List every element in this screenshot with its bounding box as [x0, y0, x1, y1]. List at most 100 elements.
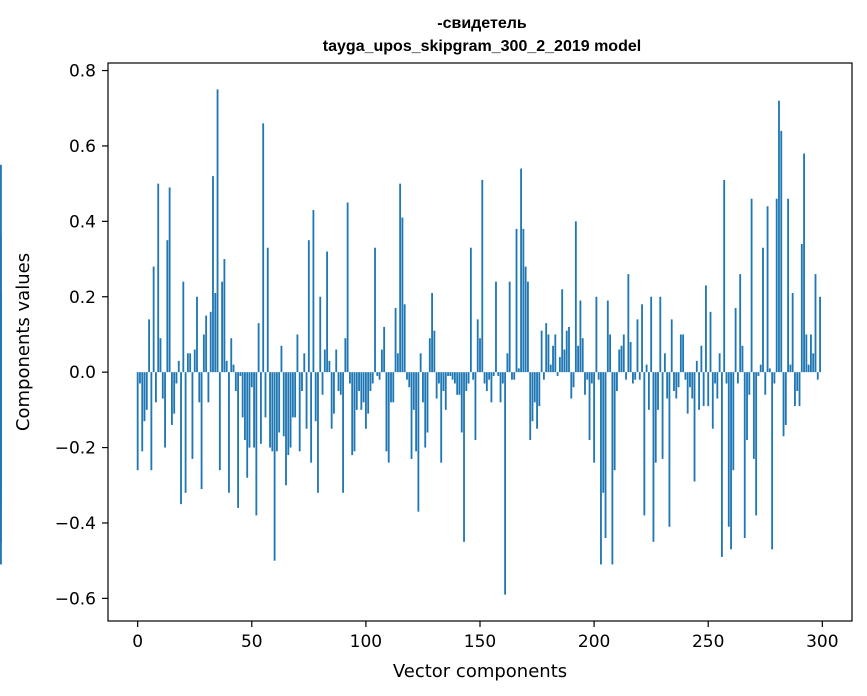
bar [326, 251, 329, 373]
bar [730, 372, 732, 550]
bar [465, 372, 468, 392]
bar [734, 308, 737, 373]
bar [385, 372, 388, 452]
bar [741, 345, 744, 373]
bar [707, 372, 710, 407]
x-tick-label: 50 [241, 632, 263, 652]
bar [627, 274, 630, 373]
bar [807, 364, 810, 373]
bar [641, 304, 643, 373]
bar [652, 372, 655, 542]
bar [358, 372, 360, 392]
bar [422, 372, 424, 403]
bar [819, 296, 821, 373]
bar [417, 372, 420, 512]
bar [186, 353, 189, 373]
bar [428, 338, 431, 373]
bar [419, 353, 422, 373]
bar [310, 372, 313, 463]
bar [472, 372, 475, 380]
bar [205, 315, 208, 373]
bar [645, 364, 648, 373]
bar [547, 334, 550, 373]
bar [433, 330, 436, 373]
bar [679, 334, 682, 373]
bar [549, 364, 552, 373]
bar [643, 372, 646, 516]
bar [593, 372, 596, 463]
bar [602, 372, 605, 493]
bar [556, 372, 559, 376]
bar [698, 372, 701, 410]
bar [333, 372, 335, 414]
bar [759, 364, 762, 373]
bar [691, 372, 694, 399]
bar [481, 179, 484, 373]
bar [330, 372, 333, 429]
bar [702, 372, 705, 407]
y-tick-label: 0.2 [69, 288, 96, 308]
bar [173, 372, 176, 414]
bar [401, 217, 404, 373]
bar [590, 372, 593, 384]
bar [0, 164, 2, 373]
bar [303, 353, 306, 373]
bar [568, 326, 570, 373]
bar [202, 334, 205, 373]
bar [695, 360, 698, 373]
bar [223, 259, 226, 373]
bar [291, 372, 294, 418]
x-axis-label: Vector components [393, 661, 567, 682]
bar [814, 274, 817, 373]
bar [449, 372, 452, 376]
x-axis-ticks: 0 50 100 150 200 250 300 [132, 621, 839, 652]
bar [748, 372, 751, 395]
bar [184, 372, 187, 493]
bar [714, 372, 716, 384]
bar [289, 372, 292, 448]
bar [684, 372, 687, 380]
bar [682, 334, 685, 373]
bar [136, 372, 139, 471]
bar [246, 372, 249, 478]
bar [784, 372, 787, 425]
bar [565, 330, 568, 373]
bar [743, 372, 746, 539]
bar [234, 372, 237, 392]
bar [410, 372, 413, 459]
bar [191, 372, 194, 459]
bar [632, 372, 634, 384]
bar [298, 372, 301, 452]
bar [789, 364, 792, 373]
bar [367, 372, 370, 414]
bar [739, 274, 742, 373]
bar [581, 338, 584, 373]
bar [812, 353, 815, 373]
bar [212, 176, 214, 373]
bar [711, 372, 714, 429]
bar [323, 349, 326, 373]
bar [511, 372, 513, 380]
bar [221, 281, 224, 373]
bar [399, 183, 402, 373]
bar [305, 372, 308, 429]
bar [296, 334, 299, 373]
bar [275, 372, 278, 452]
bar [335, 349, 338, 373]
bar [380, 349, 383, 373]
bar [654, 372, 657, 463]
bar [207, 372, 210, 403]
bar [383, 326, 386, 373]
y-axis-ticks: −0.6 −0.4 −0.2 0.0 0.2 0.4 0.6 0.8 [55, 62, 108, 609]
bar [716, 372, 719, 399]
bar [396, 353, 399, 373]
bar [625, 372, 627, 380]
bar [344, 338, 347, 373]
bar [622, 334, 625, 373]
chart-title-line-2: tayga_upos_skipgram_300_2_2019 model [323, 38, 641, 55]
bar [513, 372, 516, 380]
bar [536, 372, 538, 429]
bar [771, 372, 774, 550]
bar [346, 202, 349, 373]
bar [700, 345, 703, 373]
